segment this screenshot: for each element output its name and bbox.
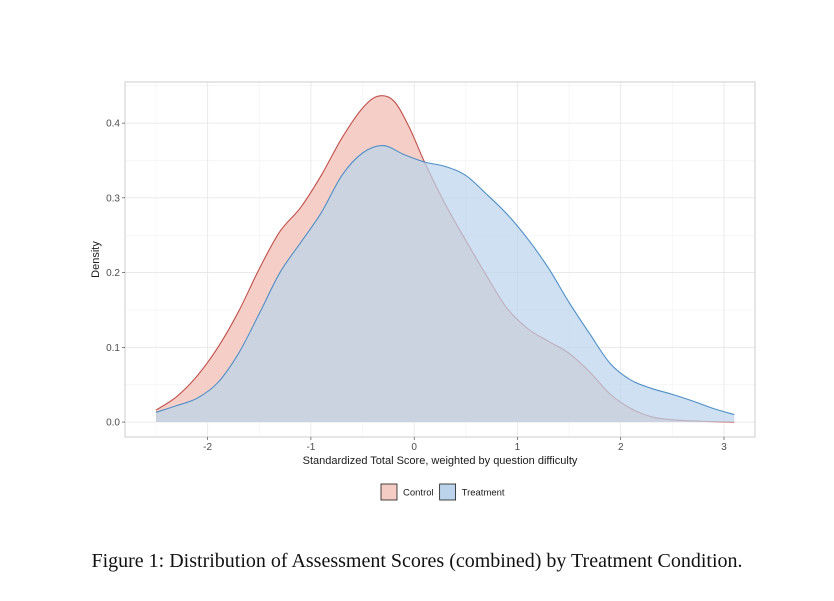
y-tick-label: 0.3: [106, 193, 120, 204]
x-tick-label: -1: [306, 442, 315, 453]
legend-label-control: Control: [403, 488, 434, 499]
x-tick-label: 3: [721, 442, 727, 453]
y-tick-label: 0.1: [106, 343, 120, 354]
panel-border: [124, 81, 756, 438]
legend-swatch-treatment: [439, 483, 457, 501]
density-chart: -2 -1 0 1 2 3 0.0 0.1 0.2 0.3 0.4 Standardized To…: [90, 81, 756, 501]
x-axis-title: Standardized Total Score, weighted by qu…: [303, 455, 578, 467]
y-tick-label: 0.4: [106, 119, 120, 130]
y-axis-title: Density: [90, 241, 102, 278]
legend: Control Treatment: [380, 483, 505, 501]
y-axis-ticks: 0.0 0.1 0.2 0.3 0.4: [106, 119, 125, 429]
series-line-treatment: [155, 144, 735, 416]
y-tick-label: 0.2: [106, 268, 120, 279]
legend-swatch-control: [380, 483, 398, 501]
series-area-treatment: [155, 145, 735, 423]
x-tick-label: 1: [515, 442, 521, 453]
density-series: [155, 95, 735, 423]
x-axis-ticks: -2 -1 0 1 2 3: [203, 437, 727, 453]
legend-label-treatment: Treatment: [462, 488, 505, 499]
x-tick-label: -2: [203, 442, 212, 453]
figure-caption: Figure 1: Distribution of Assessment Sco…: [91, 550, 743, 572]
x-tick-label: 2: [618, 442, 624, 453]
y-tick-label: 0.0: [106, 418, 120, 429]
x-tick-label: 0: [411, 442, 417, 453]
